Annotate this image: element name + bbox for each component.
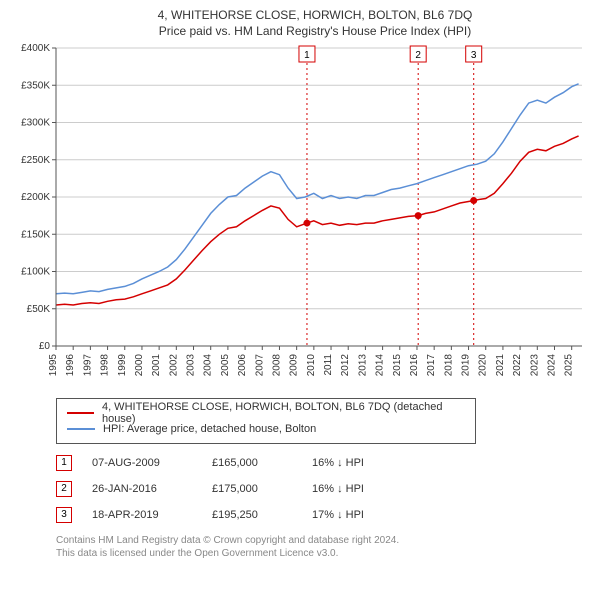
legend-swatch xyxy=(67,412,94,414)
svg-text:1995: 1995 xyxy=(48,354,59,377)
event-row: 1 07-AUG-2009 £165,000 16% ↓ HPI xyxy=(56,450,590,476)
svg-text:1: 1 xyxy=(304,50,310,61)
svg-text:2023: 2023 xyxy=(529,354,540,377)
svg-text:1998: 1998 xyxy=(100,354,111,377)
svg-text:2000: 2000 xyxy=(134,354,145,377)
legend-swatch xyxy=(67,428,95,430)
legend-label: 4, WHITEHORSE CLOSE, HORWICH, BOLTON, BL… xyxy=(102,401,465,425)
svg-text:2006: 2006 xyxy=(237,354,248,377)
svg-text:2013: 2013 xyxy=(357,354,368,377)
footer-line: Contains HM Land Registry data © Crown c… xyxy=(56,534,590,547)
chart-title-subtitle: Price paid vs. HM Land Registry's House … xyxy=(40,24,590,38)
event-date: 07-AUG-2009 xyxy=(92,457,212,469)
svg-text:2022: 2022 xyxy=(512,354,523,377)
event-price: £195,250 xyxy=(212,509,312,521)
svg-text:2016: 2016 xyxy=(409,354,420,377)
legend-row: 4, WHITEHORSE CLOSE, HORWICH, BOLTON, BL… xyxy=(67,405,465,421)
legend-label: HPI: Average price, detached house, Bolt… xyxy=(103,423,316,435)
event-marker-icon: 1 xyxy=(56,455,72,471)
svg-text:2010: 2010 xyxy=(306,354,317,377)
svg-text:2021: 2021 xyxy=(495,354,506,377)
svg-text:2024: 2024 xyxy=(546,354,557,377)
svg-text:2009: 2009 xyxy=(289,354,300,377)
svg-text:2019: 2019 xyxy=(461,354,472,377)
event-price: £165,000 xyxy=(212,457,312,469)
svg-text:2015: 2015 xyxy=(392,354,403,377)
svg-text:£100K: £100K xyxy=(21,267,50,278)
svg-text:£50K: £50K xyxy=(27,304,51,315)
svg-text:£200K: £200K xyxy=(21,192,50,203)
svg-text:£0: £0 xyxy=(39,341,51,352)
event-marker-icon: 2 xyxy=(56,481,72,497)
event-date: 26-JAN-2016 xyxy=(92,483,212,495)
events-table: 1 07-AUG-2009 £165,000 16% ↓ HPI 2 26-JA… xyxy=(56,450,590,528)
svg-text:2: 2 xyxy=(415,50,421,61)
svg-text:2007: 2007 xyxy=(254,354,265,377)
svg-text:2008: 2008 xyxy=(271,354,282,377)
svg-text:2017: 2017 xyxy=(426,354,437,377)
legend: 4, WHITEHORSE CLOSE, HORWICH, BOLTON, BL… xyxy=(56,398,476,444)
chart-title-address: 4, WHITEHORSE CLOSE, HORWICH, BOLTON, BL… xyxy=(40,8,590,22)
svg-text:1997: 1997 xyxy=(82,354,93,377)
chart-titles: 4, WHITEHORSE CLOSE, HORWICH, BOLTON, BL… xyxy=(40,8,590,38)
line-chart-svg: £0 £50K £100K £150K £200K £250K £300K £350K £400… xyxy=(10,42,590,392)
svg-text:1996: 1996 xyxy=(65,354,76,377)
chart-area: £0 £50K £100K £150K £200K £250K £300K £350K £400… xyxy=(10,42,590,392)
event-row: 3 18-APR-2019 £195,250 17% ↓ HPI xyxy=(56,502,590,528)
svg-text:1999: 1999 xyxy=(117,354,128,377)
svg-text:2003: 2003 xyxy=(186,354,197,377)
svg-text:2012: 2012 xyxy=(340,354,351,377)
svg-text:£300K: £300K xyxy=(21,118,50,129)
svg-text:2004: 2004 xyxy=(203,354,214,377)
footer-line: This data is licensed under the Open Gov… xyxy=(56,547,590,560)
svg-text:3: 3 xyxy=(471,50,477,61)
svg-text:2020: 2020 xyxy=(478,354,489,377)
event-marker-icon: 3 xyxy=(56,507,72,523)
event-delta: 16% ↓ HPI xyxy=(312,457,432,469)
svg-text:2014: 2014 xyxy=(375,354,386,377)
svg-text:£150K: £150K xyxy=(21,229,50,240)
event-delta: 16% ↓ HPI xyxy=(312,483,432,495)
svg-text:2001: 2001 xyxy=(151,354,162,377)
svg-text:£350K: £350K xyxy=(21,80,50,91)
svg-text:2011: 2011 xyxy=(323,354,334,376)
svg-text:2002: 2002 xyxy=(168,354,179,377)
event-date: 18-APR-2019 xyxy=(92,509,212,521)
svg-text:2005: 2005 xyxy=(220,354,231,377)
event-row: 2 26-JAN-2016 £175,000 16% ↓ HPI xyxy=(56,476,590,502)
footer-attribution: Contains HM Land Registry data © Crown c… xyxy=(56,534,590,560)
event-price: £175,000 xyxy=(212,483,312,495)
svg-text:2025: 2025 xyxy=(564,354,575,377)
svg-text:£400K: £400K xyxy=(21,43,50,54)
event-delta: 17% ↓ HPI xyxy=(312,509,432,521)
svg-text:£250K: £250K xyxy=(21,155,50,166)
svg-text:2018: 2018 xyxy=(443,354,454,377)
